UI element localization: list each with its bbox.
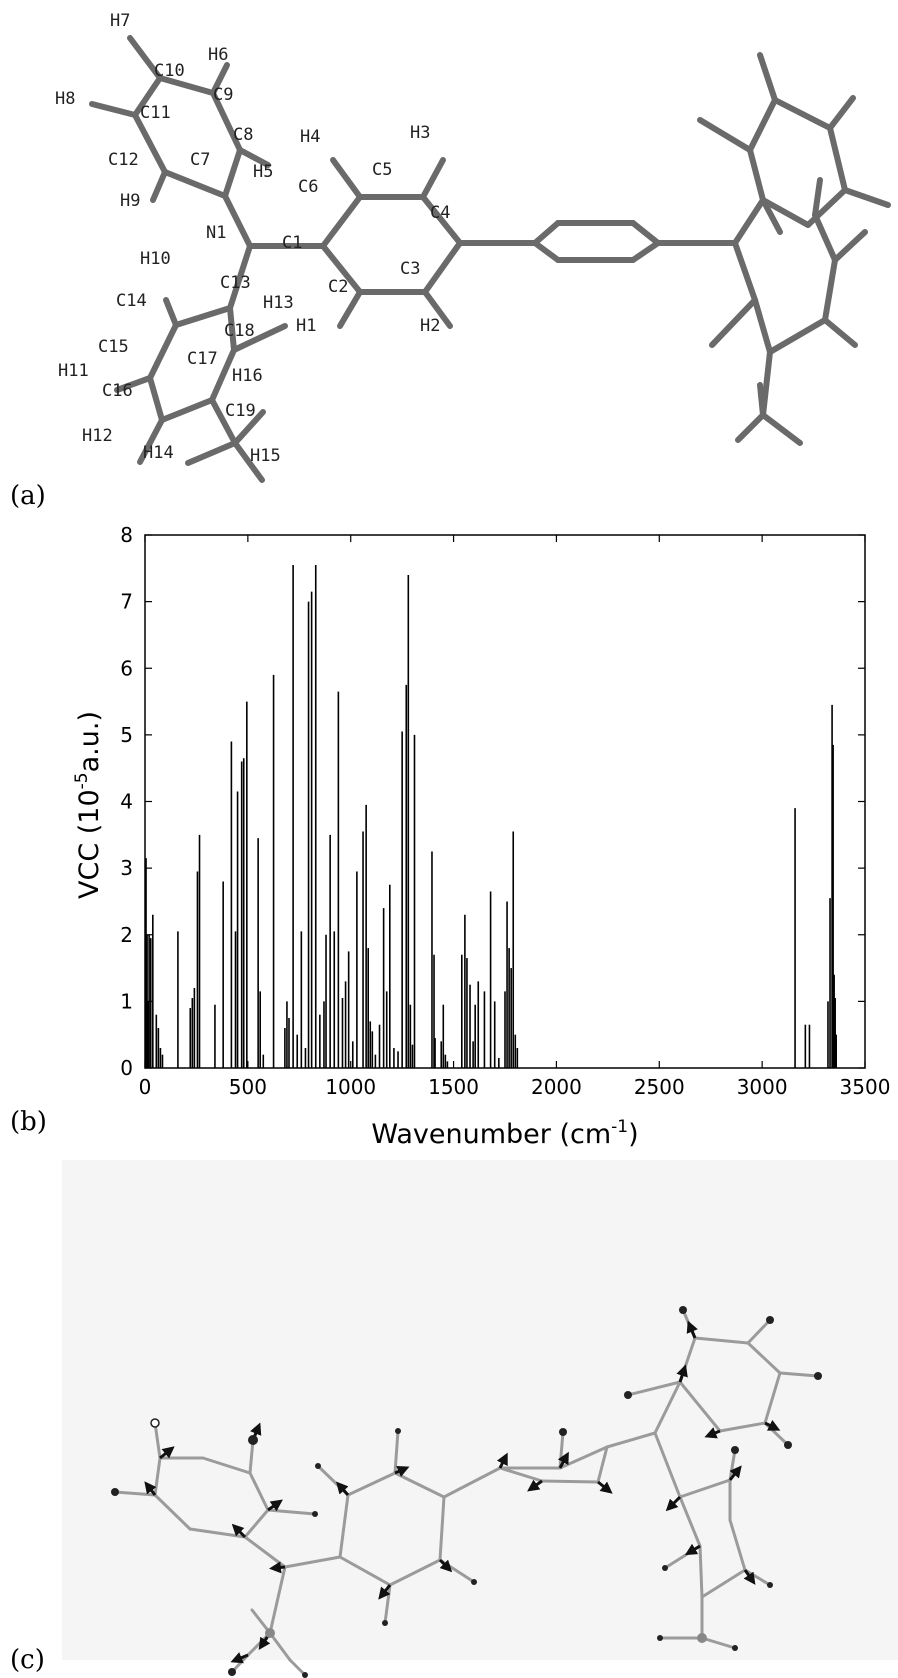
molecule-bonds bbox=[89, 35, 891, 483]
x-tick-label: 1000 bbox=[325, 1075, 376, 1099]
y-tick-label: 5 bbox=[120, 723, 133, 747]
y-tick-label: 7 bbox=[120, 590, 133, 614]
atom-label: H9 bbox=[120, 191, 140, 211]
atom-label: H6 bbox=[208, 45, 228, 65]
atom-label: H15 bbox=[250, 446, 281, 466]
atom-label: C4 bbox=[430, 203, 450, 223]
vibration-atoms bbox=[111, 1306, 822, 1678]
atom-label: H2 bbox=[420, 316, 440, 336]
atom-label: C3 bbox=[400, 259, 420, 279]
x-tick-label: 3000 bbox=[737, 1075, 788, 1099]
atom-label: H13 bbox=[263, 293, 294, 313]
panel-label-a: (a) bbox=[10, 481, 46, 511]
atom-label: C10 bbox=[154, 61, 185, 81]
atom-label: N1 bbox=[206, 223, 226, 243]
x-axis-label: Wavenumber (cm-1) bbox=[371, 1117, 638, 1150]
panel-c-vibration: (c) bbox=[10, 1160, 898, 1678]
plot-area bbox=[144, 534, 866, 1069]
atom-label: C18 bbox=[224, 321, 255, 341]
atom-label: H11 bbox=[58, 361, 89, 381]
atom-label: H14 bbox=[143, 443, 174, 463]
atom-label: H8 bbox=[55, 89, 75, 109]
atom-label: C15 bbox=[98, 337, 129, 357]
y-tick-label: 1 bbox=[120, 989, 133, 1013]
atom-label: C9 bbox=[213, 85, 233, 105]
atom-label: H7 bbox=[110, 11, 130, 31]
y-tick-label: 4 bbox=[120, 790, 133, 814]
atom-label: C16 bbox=[102, 381, 133, 401]
atom-label: C6 bbox=[298, 177, 318, 197]
atom-label: H5 bbox=[253, 162, 273, 182]
bars bbox=[145, 564, 838, 1068]
x-tick-label: 2500 bbox=[634, 1075, 685, 1099]
atom-label: H16 bbox=[232, 366, 263, 386]
panel-label-c: (c) bbox=[10, 1645, 45, 1675]
atom-label: H10 bbox=[140, 249, 171, 269]
atom-label: C13 bbox=[220, 273, 251, 293]
atom-label: C12 bbox=[108, 150, 139, 170]
x-tick-label: 3500 bbox=[840, 1075, 891, 1099]
y-tick-label: 2 bbox=[120, 923, 133, 947]
x-tick-label: 500 bbox=[229, 1075, 267, 1099]
atom-label: C1 bbox=[282, 233, 302, 253]
atom-label: H1 bbox=[296, 316, 316, 336]
atom-label: C2 bbox=[328, 277, 348, 297]
y-axis-label: VCC (10-5a.u.) bbox=[72, 711, 105, 899]
x-tick-label: 0 bbox=[139, 1075, 152, 1099]
atom-label: C7 bbox=[190, 150, 210, 170]
atom-label: C19 bbox=[225, 401, 256, 421]
axis-ticks: 0 500 1000 1500 2000 2500 3000 3500 0 1 2 3 4 5 6 7 8 bbox=[120, 523, 890, 1099]
x-tick-label: 2000 bbox=[531, 1075, 582, 1099]
atom-label: H4 bbox=[300, 127, 320, 147]
x-tick-label: 1500 bbox=[428, 1075, 479, 1099]
y-tick-label: 3 bbox=[120, 856, 133, 880]
y-tick-label: 6 bbox=[120, 656, 133, 680]
atom-label: C11 bbox=[140, 103, 171, 123]
atom-label: C8 bbox=[233, 125, 253, 145]
atom-label: C14 bbox=[116, 291, 147, 311]
panel-b-chart: 0 500 1000 1500 2000 2500 3000 3500 0 1 2 3 4 5 6 7 8 Wa… bbox=[10, 523, 890, 1150]
atom-label: H12 bbox=[82, 426, 113, 446]
panel-label-b: (b) bbox=[10, 1107, 47, 1137]
atom-label: C17 bbox=[187, 349, 218, 369]
y-tick-label: 8 bbox=[120, 523, 133, 547]
atom-label: C5 bbox=[372, 160, 392, 180]
y-tick-label: 0 bbox=[120, 1056, 133, 1080]
atom-label: H3 bbox=[410, 123, 430, 143]
